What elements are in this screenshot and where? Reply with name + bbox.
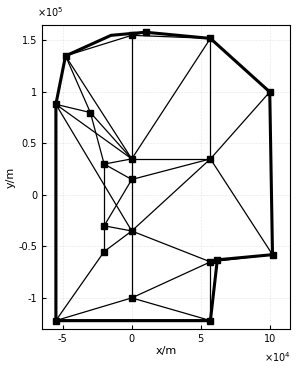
Text: $\times 10^4$: $\times 10^4$: [264, 350, 290, 364]
X-axis label: x/m: x/m: [156, 346, 177, 357]
Text: $\times 10^5$: $\times 10^5$: [37, 5, 64, 19]
Y-axis label: y/m: y/m: [6, 166, 16, 188]
